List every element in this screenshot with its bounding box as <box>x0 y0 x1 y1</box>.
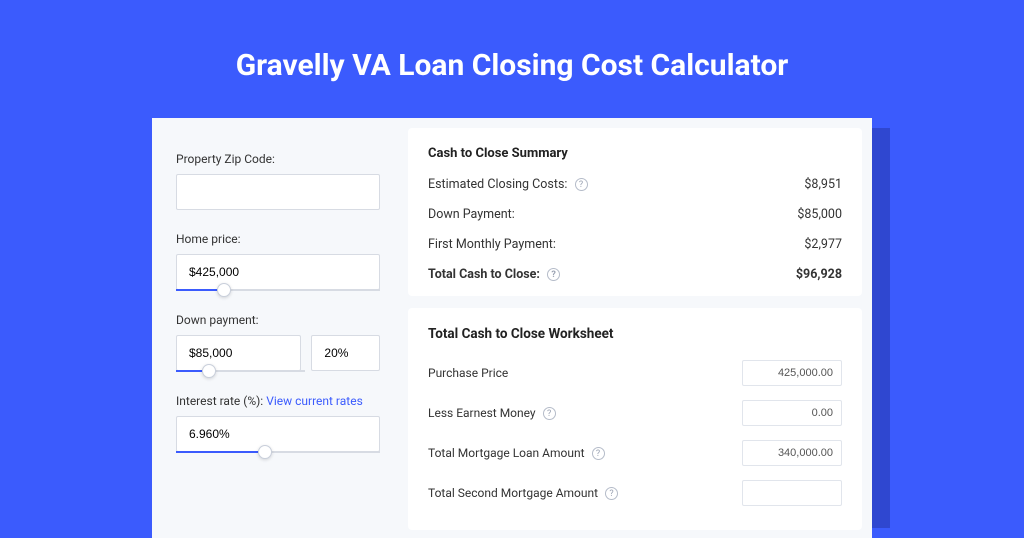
down-payment-field-group: Down payment: <box>176 313 380 372</box>
help-icon[interactable]: ? <box>575 178 588 191</box>
label-text: Total Cash to Close: <box>428 267 540 282</box>
ws-label: Total Mortgage Loan Amount ? <box>428 446 605 460</box>
zip-field-group: Property Zip Code: <box>176 152 380 210</box>
label-text: Less Earnest Money <box>428 406 536 420</box>
summary-row-label: Down Payment: <box>428 207 515 222</box>
home-price-input[interactable] <box>176 254 380 290</box>
ws-input-earnest-money[interactable] <box>742 400 842 426</box>
summary-title: Cash to Close Summary <box>428 146 842 161</box>
summary-total-label: Total Cash to Close: ? <box>428 267 560 282</box>
home-price-slider[interactable] <box>176 289 380 291</box>
interest-label-text: Interest rate (%): <box>176 394 266 408</box>
summary-row-first-payment: First Monthly Payment: $2,977 <box>428 237 842 252</box>
worksheet-panel: Total Cash to Close Worksheet Purchase P… <box>408 308 862 530</box>
worksheet-row-second-mortgage: Total Second Mortgage Amount ? <box>428 480 842 506</box>
zip-input[interactable] <box>176 174 380 210</box>
help-icon[interactable]: ? <box>547 268 560 281</box>
slider-fill <box>176 370 202 372</box>
help-icon[interactable]: ? <box>592 447 605 460</box>
summary-row-value: $85,000 <box>797 207 842 222</box>
label-text: Estimated Closing Costs: <box>428 177 567 192</box>
summary-row-label: Estimated Closing Costs: ? <box>428 177 588 192</box>
calculator-card: Property Zip Code: Home price: Down paym… <box>152 118 872 538</box>
ws-label: Less Earnest Money ? <box>428 406 556 420</box>
worksheet-title: Total Cash to Close Worksheet <box>428 326 842 342</box>
interest-input[interactable] <box>176 416 380 452</box>
ws-label: Purchase Price <box>428 366 508 380</box>
summary-row-total: Total Cash to Close: ? $96,928 <box>428 267 842 282</box>
input-column: Property Zip Code: Home price: Down paym… <box>162 128 394 528</box>
summary-row-value: $2,977 <box>804 237 842 252</box>
help-icon[interactable]: ? <box>605 487 618 500</box>
zip-label: Property Zip Code: <box>176 152 380 166</box>
interest-label: Interest rate (%): View current rates <box>176 394 380 408</box>
home-price-field-group: Home price: <box>176 232 380 291</box>
slider-thumb[interactable] <box>258 445 272 459</box>
view-rates-link[interactable]: View current rates <box>266 394 363 408</box>
summary-row-label: First Monthly Payment: <box>428 237 556 252</box>
ws-input-second-mortgage[interactable] <box>742 480 842 506</box>
summary-row-down-payment: Down Payment: $85,000 <box>428 207 842 222</box>
ws-label: Total Second Mortgage Amount ? <box>428 486 618 500</box>
down-payment-pct-input[interactable] <box>311 335 380 371</box>
summary-row-value: $8,951 <box>804 177 842 192</box>
results-column: Cash to Close Summary Estimated Closing … <box>394 128 862 528</box>
worksheet-row-earnest-money: Less Earnest Money ? <box>428 400 842 426</box>
ws-input-mortgage-amount[interactable] <box>742 440 842 466</box>
help-icon[interactable]: ? <box>543 407 556 420</box>
interest-slider[interactable] <box>176 451 380 453</box>
home-price-label: Home price: <box>176 232 380 246</box>
summary-total-value: $96,928 <box>796 267 842 282</box>
slider-fill <box>176 451 258 453</box>
worksheet-row-purchase-price: Purchase Price <box>428 360 842 386</box>
worksheet-row-mortgage-amount: Total Mortgage Loan Amount ? <box>428 440 842 466</box>
summary-panel: Cash to Close Summary Estimated Closing … <box>408 128 862 296</box>
page-title: Gravelly VA Loan Closing Cost Calculator <box>0 0 1024 113</box>
slider-thumb[interactable] <box>217 283 231 297</box>
label-text: Total Second Mortgage Amount <box>428 486 598 500</box>
label-text: Total Mortgage Loan Amount <box>428 446 585 460</box>
summary-row-closing-costs: Estimated Closing Costs: ? $8,951 <box>428 177 842 192</box>
slider-thumb[interactable] <box>202 364 216 378</box>
interest-field-group: Interest rate (%): View current rates <box>176 394 380 453</box>
slider-fill <box>176 289 217 291</box>
down-payment-label: Down payment: <box>176 313 380 327</box>
down-payment-input[interactable] <box>176 335 301 371</box>
ws-input-purchase-price[interactable] <box>742 360 842 386</box>
down-payment-slider[interactable] <box>176 370 305 372</box>
